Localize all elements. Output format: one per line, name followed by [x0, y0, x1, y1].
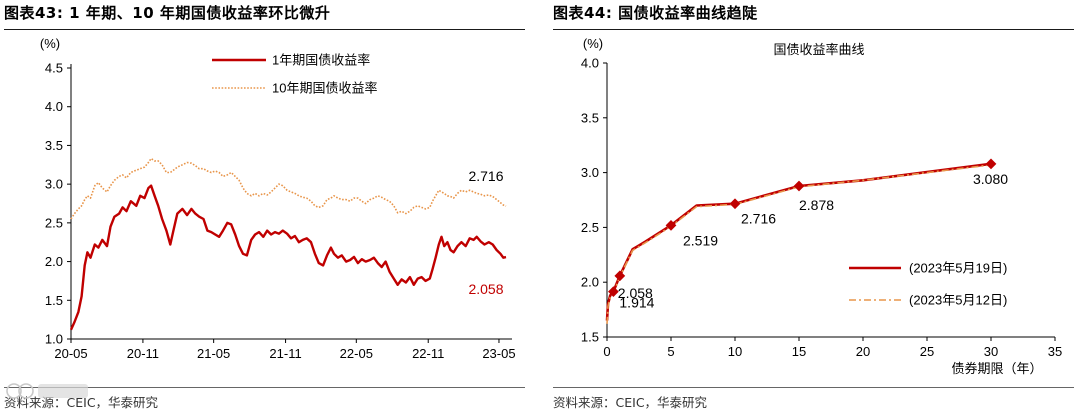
y-tick-label: 1.5 [581, 330, 599, 345]
x-tick-label: 5 [667, 344, 674, 359]
chart-title: 图表43: 1 年期、10 年期国债收益率环比微升 [4, 4, 331, 22]
chart-inner-title: 国债收益率曲线 [773, 42, 864, 57]
curve-point-label: 3.080 [973, 171, 1008, 187]
series-line-10y [70, 157, 507, 220]
curve-point-label: 2.519 [683, 232, 718, 248]
x-tick-label: 20-11 [127, 346, 159, 361]
x-tick-label: 10 [728, 344, 742, 359]
x-tick-label: 23-05 [482, 346, 515, 361]
title-rule [553, 29, 1074, 30]
x-tick-label: 15 [792, 344, 806, 359]
y-tick-label: 2.0 [581, 275, 599, 290]
x-tick-label: 22-11 [412, 346, 444, 361]
curve-point-marker [793, 180, 805, 192]
chart-title: 图表44: 国债收益率曲线趋陡 [553, 4, 758, 22]
legend-label-may19: (2023年5月19日) [909, 261, 1007, 276]
curve-point-marker [985, 158, 997, 170]
legend-label-1y: 1年期国债收益率 [272, 53, 370, 68]
source-rule [553, 387, 1074, 388]
annotation-10y-value: 2.716 [468, 168, 503, 184]
series-line-1y [69, 184, 507, 331]
x-tick-label: 21-05 [197, 346, 230, 361]
x-tick-label: 30 [984, 344, 998, 359]
y-tick-label: 3.0 [581, 165, 599, 180]
curve-point-label: 2.716 [741, 211, 776, 227]
title-rule [4, 29, 525, 30]
x-tick-label: 20 [856, 344, 870, 359]
x-tick-label: 20-05 [54, 346, 87, 361]
y-tick-label: 3.5 [581, 110, 599, 125]
x-tick-label: 35 [1048, 344, 1062, 359]
x-tick-label: 21-11 [269, 346, 301, 361]
yield-curve-chart: (%) 国债收益率曲线 1.5 2.0 2.5 3.0 3.5 4.0 0 5 10 15 20 25 30… [581, 36, 1062, 376]
y-tick-label: 3.0 [45, 177, 63, 192]
curve-point-label: 1.914 [619, 295, 654, 311]
y-tick-label: 2.5 [45, 215, 63, 230]
y-tick-label: 4.0 [581, 56, 599, 71]
curve-point-marker [729, 198, 741, 210]
y-unit-label: (%) [40, 36, 60, 51]
curve-point-label: 2.058 [618, 285, 653, 301]
y-tick-label: 4.0 [45, 99, 63, 114]
annotation-1y-value: 2.058 [468, 281, 503, 297]
y-tick-label: 3.5 [45, 138, 63, 153]
y-unit-label: (%) [583, 36, 603, 51]
x-tick-label: 25 [920, 344, 934, 359]
source-note: 资料来源：CEIC，华泰研究 [4, 395, 159, 410]
x-tick-label: 22-05 [340, 346, 373, 361]
source-note: 资料来源：CEIC，华泰研究 [553, 395, 708, 410]
source-rule [4, 387, 525, 388]
chart-panel-curve: 图表44: 国债收益率曲线趋陡 (%) 国债收益率曲线 1.5 2.0 2.5 3.0 3.… [553, 0, 1078, 412]
y-tick-label: 1.5 [45, 293, 63, 308]
chart-panel-yields: 图表43: 1 年期、10 年期国债收益率环比微升 (%) 1.0 1.5 2.0 2.… [4, 0, 529, 412]
y-tick-label: 1.0 [45, 332, 63, 347]
curve-point-label: 2.878 [799, 197, 834, 213]
legend-label-may12: (2023年5月12日) [909, 293, 1007, 308]
y-tick-label: 4.5 [45, 61, 63, 76]
y-tick-label: 2.0 [45, 254, 63, 269]
x-tick-label: 0 [603, 344, 610, 359]
y-tick-label: 2.5 [581, 220, 599, 235]
curve-point-marker [614, 270, 626, 282]
x-axis-label: 债券期限（年） [951, 361, 1042, 376]
legend-label-10y: 10年期国债收益率 [272, 81, 377, 96]
yield-history-chart: (%) 1.0 1.5 2.0 2.5 3.0 3.5 4.0 4.5 20-05 20-11 21-… [40, 36, 516, 361]
